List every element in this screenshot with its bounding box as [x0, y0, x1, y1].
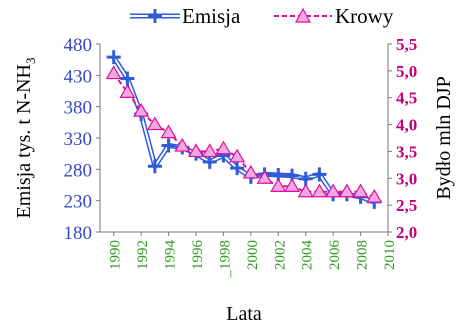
krowy-point	[119, 84, 136, 98]
emisja-point	[298, 171, 313, 186]
legend-emisja-marker	[148, 9, 162, 23]
x-tick-label: 2000	[245, 240, 261, 270]
series-krowy-line	[112, 72, 375, 199]
emisja-point	[230, 161, 245, 176]
krowy-point	[229, 148, 246, 163]
x-tick-label: 2006	[327, 240, 343, 271]
emisja-point	[312, 167, 327, 182]
x-tick-label: 1990	[108, 240, 124, 270]
left-axis-ticks: 480 430 380 330 280 230 180	[64, 35, 100, 244]
right-tick-label: 3,0	[396, 169, 417, 188]
krowy-point	[270, 178, 287, 192]
krowy-point	[187, 143, 205, 158]
left-tick-label: 480	[64, 35, 93, 56]
x-tick-label: 1992	[135, 240, 151, 270]
krowy-point	[160, 124, 177, 139]
x-axis-title: Lata	[226, 303, 262, 325]
x-tick-label: 2008	[355, 240, 371, 270]
legend-krowy-marker	[294, 7, 312, 23]
x-tick-label: 1996	[190, 240, 206, 271]
krowy-point	[201, 143, 218, 158]
emisja-point	[147, 159, 162, 174]
emisja-point	[161, 138, 176, 153]
right-tick-label: 2,0	[396, 223, 417, 242]
krowy-point	[256, 170, 273, 184]
left-tick-label: 380	[64, 98, 93, 119]
krowy-point	[105, 65, 122, 80]
emisja-point	[202, 154, 217, 169]
legend-item-krowy: Krowy	[274, 4, 394, 28]
right-tick-label: 5,0	[396, 62, 417, 81]
legend-krowy-label: Krowy	[335, 4, 394, 28]
legend-emisja-label: Emisja	[182, 4, 241, 28]
krowy-point	[338, 183, 355, 198]
x-axis-ticks: 1990 1992 1994 1996 _1998 2000 2002 2004 2006 200…	[108, 232, 398, 279]
legend-item-emisja: Emisja	[130, 4, 241, 28]
right-tick-label: 5,5	[396, 35, 417, 54]
right-axis-ticks: 5,5 5,0 4,5 4,0 3,5 3,0 2,5 2,0	[388, 35, 417, 242]
left-tick-label: 230	[64, 192, 93, 213]
legend: Emisja Krowy	[130, 4, 394, 28]
right-axis-title: Bydło mln DJP	[433, 76, 455, 199]
x-tick-label: 1994	[163, 240, 179, 271]
right-tick-label: 4,5	[396, 89, 417, 108]
right-tick-label: 3,5	[396, 142, 417, 161]
left-tick-label: 280	[64, 160, 93, 181]
series-krowy	[105, 65, 383, 203]
x-tick-label: 2002	[272, 240, 288, 270]
krowy-point	[297, 183, 314, 198]
x-tick-label: _1998	[217, 240, 233, 279]
krowy-point	[146, 116, 163, 131]
left-tick-label: 430	[64, 66, 93, 87]
krowy-point	[133, 102, 150, 117]
krowy-point	[352, 183, 369, 198]
krowy-point	[366, 188, 383, 203]
krowy-point	[174, 137, 191, 152]
left-axis-title: Emisja tys. t N-NH3	[13, 58, 38, 219]
emisja-point	[106, 50, 121, 65]
emisja-point	[120, 71, 135, 86]
krowy-point	[242, 164, 259, 179]
x-tick-label: 2010	[382, 240, 398, 270]
right-tick-label: 2,5	[396, 196, 417, 215]
krowy-point	[311, 183, 328, 198]
x-tick-label: 2004	[300, 240, 316, 271]
left-tick-label: 180	[64, 223, 93, 244]
right-tick-label: 4,0	[396, 116, 417, 135]
krowy-point	[325, 183, 342, 198]
left-tick-label: 330	[64, 129, 93, 150]
krowy-point	[283, 178, 301, 192]
krowy-point	[215, 140, 232, 155]
